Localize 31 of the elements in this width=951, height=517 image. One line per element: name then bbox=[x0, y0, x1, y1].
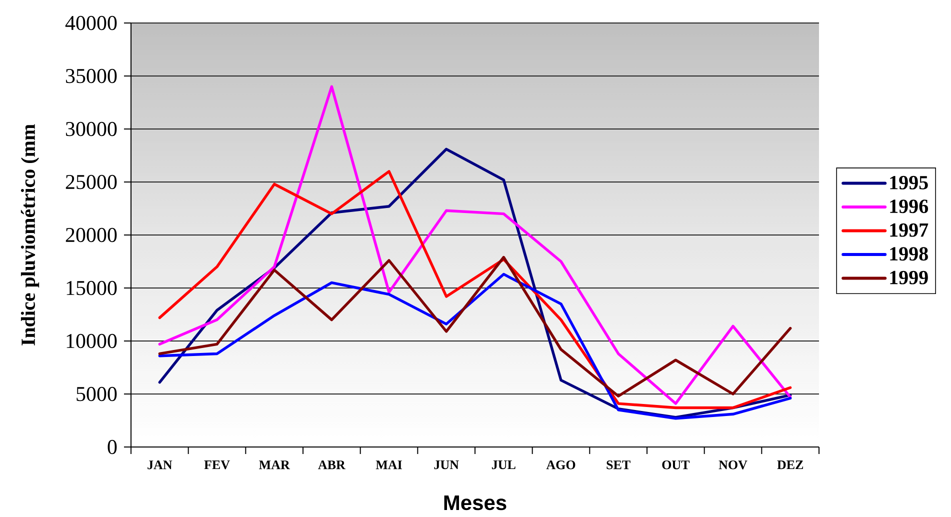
y-tick-label: 20000 bbox=[66, 228, 117, 242]
x-tick-label: MAI bbox=[376, 460, 402, 470]
x-tick-label: JUN bbox=[434, 460, 459, 470]
line-series bbox=[158, 272, 792, 420]
x-tick-label: JUL bbox=[492, 460, 516, 470]
y-tick-label: 5000 bbox=[76, 386, 117, 402]
y-tick-label: 40000 bbox=[65, 16, 117, 30]
y-tick-label: 35000 bbox=[66, 68, 117, 84]
x-tick-label: DEZ bbox=[777, 460, 804, 470]
y-tick-label: 25000 bbox=[66, 174, 117, 190]
legend-label: 1999 bbox=[890, 270, 928, 284]
y-tick-label: 10000 bbox=[66, 334, 117, 348]
legend-label: 1996 bbox=[890, 200, 928, 214]
x-tick-label: FEV bbox=[204, 460, 230, 470]
x-tick-label: MAR bbox=[259, 460, 290, 470]
x-tick-label: SET bbox=[606, 460, 630, 470]
x-tick-label: OUT bbox=[662, 460, 690, 470]
x-tick-label: ABR bbox=[318, 460, 346, 470]
y-tick-label: 15000 bbox=[66, 280, 117, 296]
line-series bbox=[158, 256, 792, 398]
legend-label: 1998 bbox=[890, 247, 928, 261]
y-axis-title: Indice pluviométrico (mm bbox=[20, 124, 40, 346]
x-axis-title: Meses bbox=[444, 496, 506, 510]
y-tick-label: 0 bbox=[108, 440, 117, 454]
x-tick-label: AGO bbox=[546, 460, 576, 470]
line-series bbox=[158, 85, 792, 405]
legend-label: 1997 bbox=[890, 223, 928, 237]
legend-label: 1995 bbox=[890, 176, 928, 190]
x-tick-label: JAN bbox=[148, 460, 172, 470]
x-tick-label: NOV bbox=[718, 460, 748, 470]
y-tick-label: 30000 bbox=[66, 122, 117, 136]
